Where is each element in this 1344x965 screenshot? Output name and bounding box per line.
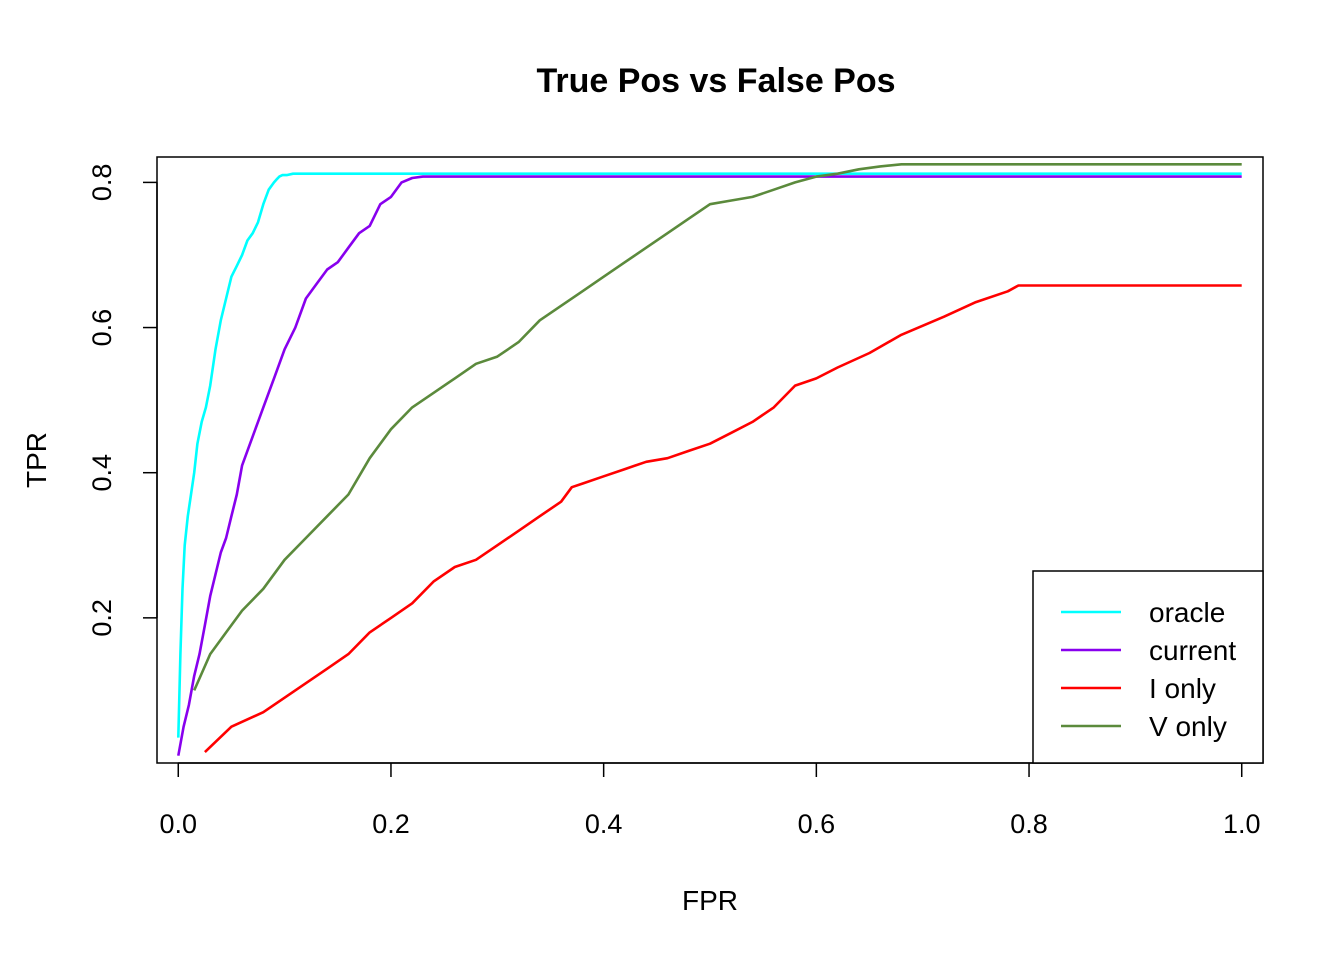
legend-label-current: current — [1149, 635, 1236, 666]
x-tick-label: 0.8 — [1010, 809, 1048, 839]
x-tick-label: 0.4 — [585, 809, 623, 839]
y-tick-label: 0.8 — [87, 164, 117, 202]
series-lines — [177, 163, 1242, 756]
series-line-v-only — [193, 163, 1242, 691]
series-line-oracle — [177, 172, 1242, 738]
x-tick-label: 1.0 — [1223, 809, 1261, 839]
y-tick-label: 0.6 — [87, 309, 117, 347]
y-tick-label: 0.2 — [87, 599, 117, 637]
series-line-current — [177, 175, 1242, 756]
chart-title: True Pos vs False Pos — [536, 62, 895, 100]
legend-label-oracle: oracle — [1149, 597, 1225, 628]
x-axis-label: FPR — [682, 885, 738, 916]
legend-label-v-only: V only — [1149, 711, 1227, 742]
legend-box — [1032, 570, 1264, 764]
y-tick-label: 0.4 — [87, 454, 117, 492]
y-axis-label: TPR — [21, 432, 52, 488]
series-line-i-only — [204, 284, 1242, 754]
legend-label-i-only: I only — [1149, 673, 1216, 704]
x-tick-label: 0.2 — [372, 809, 410, 839]
x-tick-label: 0.6 — [798, 809, 836, 839]
x-tick-label: 0.0 — [159, 809, 197, 839]
y-axis: 0.2 0.4 0.6 0.8 — [87, 164, 158, 637]
legend: oracle current I only V only — [1032, 570, 1264, 764]
x-axis: 0.0 0.2 0.4 0.6 0.8 1.0 — [159, 762, 1261, 839]
